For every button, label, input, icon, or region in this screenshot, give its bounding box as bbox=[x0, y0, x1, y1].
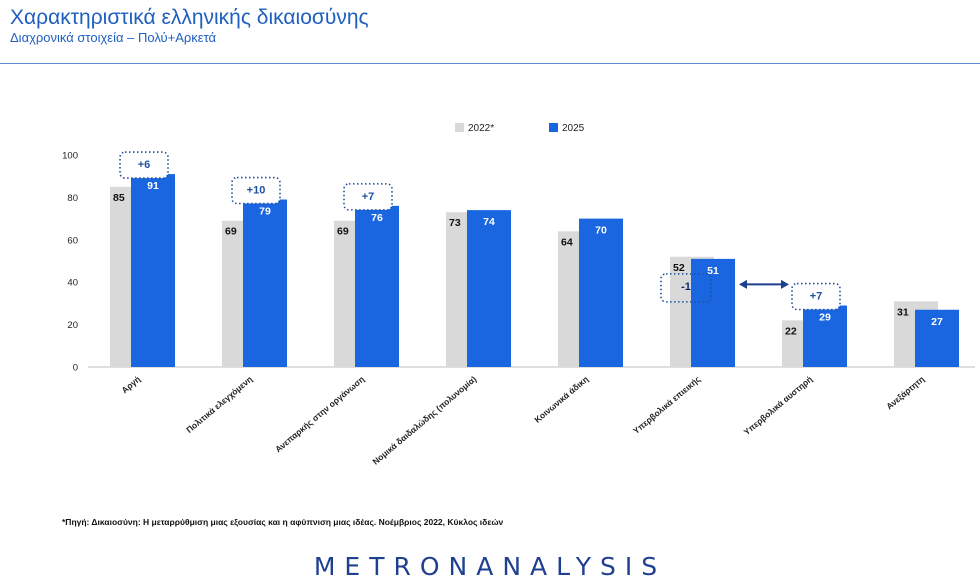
data-label-2025: 74 bbox=[483, 216, 495, 228]
data-label-2022: 73 bbox=[449, 217, 461, 229]
change-annotation-label: +10 bbox=[247, 185, 266, 197]
category-label: Ανεξάρτητη bbox=[884, 374, 926, 412]
change-annotation-box bbox=[343, 183, 393, 211]
data-label-2022: 31 bbox=[897, 306, 909, 318]
category-label: Πολιτικά ελεγχόμενη bbox=[184, 374, 254, 435]
y-tick-label: 80 bbox=[67, 193, 78, 204]
y-tick-label: 100 bbox=[62, 151, 78, 162]
header-divider bbox=[0, 63, 980, 64]
data-label-2025: 76 bbox=[371, 212, 383, 224]
change-annotation-label: +7 bbox=[362, 191, 375, 203]
y-tick-label: 20 bbox=[67, 320, 78, 331]
bar-2025 bbox=[131, 174, 175, 367]
company-logo: METRONANALYSIS bbox=[313, 552, 667, 581]
arrow-head-right-icon bbox=[781, 279, 789, 289]
header: Χαρακτηριστικά ελληνικής δικαιοσύνης Δια… bbox=[10, 6, 369, 45]
category-label: Υπερβολικά επιεικής bbox=[631, 374, 703, 436]
y-tick-label: 0 bbox=[73, 363, 78, 374]
category-label: Νομικά δαιδαλώδης (πολυνομία) bbox=[370, 374, 478, 467]
legend-swatch-2022 bbox=[455, 123, 464, 132]
category-label: Ανεπαρκής στην οργάνωση bbox=[273, 374, 366, 454]
source-note: *Πηγή: Δικαιοσύνη: Η μεταρρύθμιση μιας ε… bbox=[62, 517, 504, 527]
change-annotation-box bbox=[231, 176, 281, 205]
change-annotation-box bbox=[791, 282, 841, 311]
category-label: Αργή bbox=[120, 374, 143, 395]
bar-chart: 0 20 40 60 80 100 85 91 Αργή 69 79 Πολιτικά ελεγχόμ… bbox=[62, 123, 975, 467]
data-label-2022: 52 bbox=[673, 262, 685, 274]
data-label-2022: 69 bbox=[225, 226, 237, 238]
y-tick-label: 60 bbox=[67, 235, 78, 246]
legend-label-2022: 2022* bbox=[468, 123, 494, 134]
arrow-head-left-icon bbox=[739, 279, 747, 289]
page-subtitle: Διαχρονικά στοιχεία – Πολύ+Αρκετά bbox=[10, 30, 217, 45]
bar-2025 bbox=[355, 205, 399, 367]
data-label-2022: 22 bbox=[785, 325, 797, 337]
change-annotation-box bbox=[119, 151, 169, 179]
data-label-2025: 91 bbox=[147, 180, 159, 192]
bar-2025 bbox=[691, 258, 735, 367]
data-label-2025: 51 bbox=[707, 265, 719, 277]
change-annotation-label: -1 bbox=[681, 281, 691, 293]
category-label: Κοινωνικά άδικη bbox=[532, 374, 590, 425]
bar-2025 bbox=[467, 210, 511, 367]
page-title: Χαρακτηριστικά ελληνικής δικαιοσύνης bbox=[10, 6, 369, 29]
bar-2025 bbox=[243, 199, 287, 367]
legend-swatch-2025 bbox=[549, 123, 558, 132]
data-label-2025: 70 bbox=[595, 225, 607, 237]
bar-2025 bbox=[803, 305, 847, 367]
data-label-2025: 29 bbox=[819, 312, 831, 324]
change-annotation-label: +6 bbox=[138, 159, 151, 171]
data-label-2022: 64 bbox=[561, 236, 573, 248]
change-annotation-box bbox=[660, 273, 712, 303]
data-label-2022: 85 bbox=[113, 192, 125, 204]
data-label-2022: 69 bbox=[337, 226, 349, 238]
change-annotation-label: +7 bbox=[810, 291, 823, 303]
bar-2025 bbox=[579, 218, 623, 367]
y-tick-label: 40 bbox=[67, 278, 78, 289]
bar-2025 bbox=[915, 309, 959, 367]
data-label-2025: 27 bbox=[931, 316, 943, 328]
data-label-2025: 79 bbox=[259, 206, 271, 218]
category-label: Υπερβολικά αυστηρή bbox=[742, 374, 815, 437]
legend-label-2025: 2025 bbox=[562, 123, 585, 134]
